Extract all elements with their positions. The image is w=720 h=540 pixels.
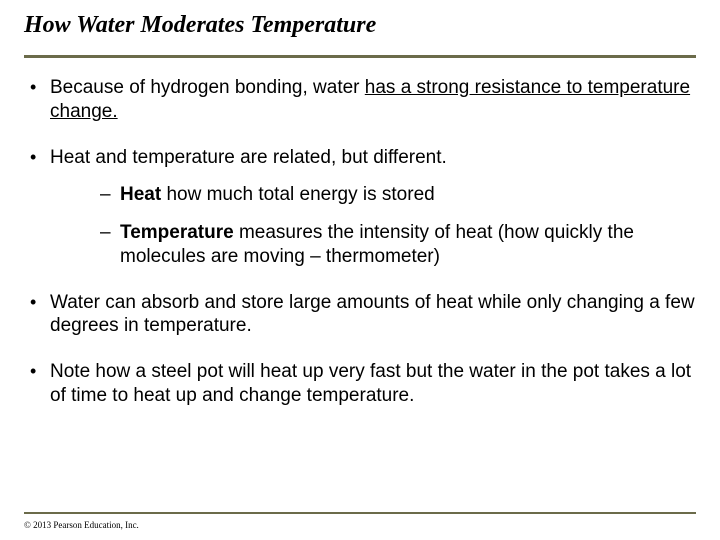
- bullet-4-text: Note how a steel pot will heat up very f…: [50, 361, 691, 406]
- bullet-2b-bold: Temperature: [120, 222, 234, 243]
- divider-bottom: [24, 512, 696, 514]
- bullet-2a: Heat how much total energy is stored: [50, 183, 696, 207]
- slide-title: How Water Moderates Temperature: [24, 12, 696, 49]
- bullet-2-text: Heat and temperature are related, but di…: [50, 147, 447, 168]
- bullet-2a-rest: how much total energy is stored: [161, 184, 435, 205]
- slide-body: Because of hydrogen bonding, water has a…: [24, 76, 696, 408]
- copyright-text: © 2013 Pearson Education, Inc.: [24, 520, 139, 530]
- bullet-1-text-pre: Because of hydrogen bonding, water: [50, 77, 365, 98]
- bullet-2: Heat and temperature are related, but di…: [24, 146, 696, 269]
- bullet-1: Because of hydrogen bonding, water has a…: [24, 76, 696, 124]
- bullet-3-text: Water can absorb and store large amounts…: [50, 292, 695, 337]
- divider-top: [24, 55, 696, 58]
- bullet-2a-bold: Heat: [120, 184, 161, 205]
- slide: How Water Moderates Temperature Because …: [0, 0, 720, 540]
- bullet-3: Water can absorb and store large amounts…: [24, 291, 696, 339]
- bullet-4: Note how a steel pot will heat up very f…: [24, 360, 696, 408]
- bullet-2b: Temperature measures the intensity of he…: [50, 221, 696, 269]
